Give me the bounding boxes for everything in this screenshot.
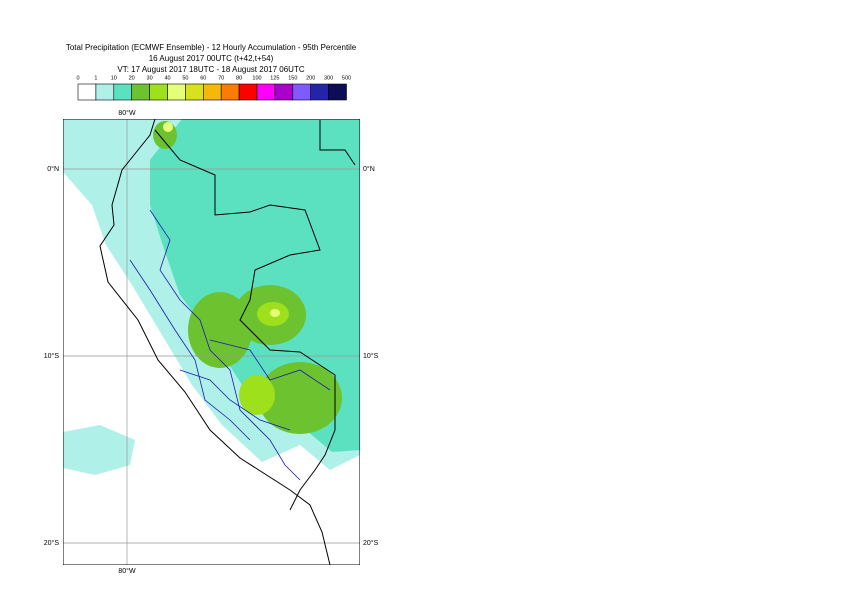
legend-swatch <box>310 83 329 101</box>
legend-swatch <box>328 83 347 101</box>
legend-label: 0 <box>76 75 79 81</box>
legend-label: 50 <box>182 75 188 81</box>
lat-label: 10°S <box>363 352 379 360</box>
lat-label: 0°N <box>363 165 375 173</box>
precip-area <box>188 292 252 368</box>
legend-label: 70 <box>218 75 224 81</box>
legend-label: 20 <box>129 75 135 81</box>
legend-swatch <box>149 83 168 101</box>
lat-label: 10°S <box>44 352 60 360</box>
coastline <box>99 119 356 565</box>
legend-swatch <box>95 83 115 101</box>
graticule <box>63 119 360 565</box>
legend-label: 1 <box>94 75 97 81</box>
legend-label: 60 <box>200 75 206 81</box>
legend-swatch <box>203 83 222 101</box>
lat-label: 0°N <box>47 165 59 173</box>
legend: 0 1 10 20 30 40 50 60 70 80 100 125 150 200 300 500 <box>76 75 351 101</box>
legend-swatch <box>77 83 97 101</box>
legend-swatch <box>274 83 294 101</box>
subtitle: 16 August 2017 00UTC (t+42,t+54) <box>149 54 274 63</box>
title: Total Precipitation (ECMWF Ensemble) - 1… <box>66 43 357 52</box>
legend-swatch <box>131 83 150 101</box>
legend-swatch <box>292 83 311 101</box>
precip-area <box>270 309 280 317</box>
legend-label: 30 <box>147 75 153 81</box>
precip-area <box>63 425 135 475</box>
legend-label: 150 <box>288 75 297 81</box>
precip-area <box>163 122 173 132</box>
legend-label: 200 <box>306 75 315 81</box>
legend-swatch <box>220 83 240 101</box>
valid-time: VT: 17 August 2017 18UTC - 18 August 201… <box>117 65 304 74</box>
admin-borders <box>129 209 331 481</box>
legend-label: 80 <box>236 75 242 81</box>
legend-swatch <box>167 83 186 101</box>
legend-swatch <box>256 83 276 101</box>
precip-area <box>258 362 342 434</box>
legend-label: 10 <box>111 75 117 81</box>
legend-swatch <box>238 83 258 101</box>
lat-label: 20°S <box>363 539 379 547</box>
legend-label: 40 <box>164 75 170 81</box>
lon-label: 80°W <box>118 567 136 575</box>
legend-swatch <box>113 83 133 101</box>
lon-label: 80°W <box>118 109 136 117</box>
map <box>63 119 360 565</box>
legend-label: 500 <box>342 75 351 81</box>
legend-label: 125 <box>270 75 279 81</box>
legend-swatch <box>185 83 204 101</box>
precip-area <box>239 375 275 415</box>
legend-label: 300 <box>324 75 333 81</box>
lat-label: 20°S <box>44 539 60 547</box>
legend-label: 100 <box>252 75 261 81</box>
